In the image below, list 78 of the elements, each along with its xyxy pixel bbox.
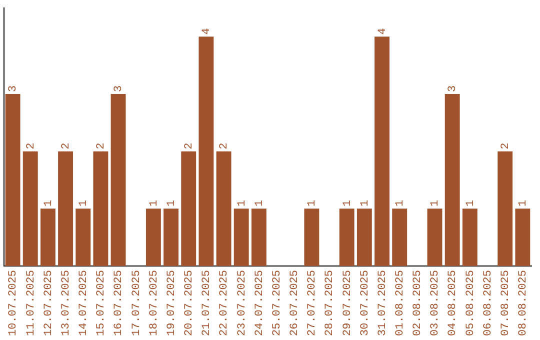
x-tick-label: 03.08.2025 bbox=[430, 270, 442, 336]
bar bbox=[146, 208, 161, 266]
data-label: 2 bbox=[96, 142, 108, 150]
data-label: 3 bbox=[113, 85, 126, 92]
data-label: 1 bbox=[42, 200, 55, 207]
bar bbox=[110, 94, 126, 266]
bar bbox=[198, 36, 214, 266]
bar bbox=[181, 151, 196, 266]
bar bbox=[444, 94, 460, 266]
x-tick-label: 04.08.2025 bbox=[447, 270, 460, 336]
x-tick-label: 20.07.2025 bbox=[184, 270, 196, 336]
x-tick-label: 27.07.2025 bbox=[306, 270, 319, 336]
data-label: 1 bbox=[166, 200, 178, 207]
x-tick-label: 02.08.2025 bbox=[412, 270, 424, 336]
data-label: 1 bbox=[394, 200, 406, 207]
x-tick-label: 13.07.2025 bbox=[60, 270, 72, 336]
bar bbox=[356, 208, 372, 266]
data-label: 2 bbox=[184, 142, 196, 150]
bar bbox=[5, 94, 20, 266]
bar bbox=[93, 151, 108, 266]
data-label: 1 bbox=[78, 200, 90, 207]
data-label: 2 bbox=[500, 142, 512, 150]
x-tick-label: 06.08.2025 bbox=[482, 270, 494, 336]
x-tick-label: 28.07.2025 bbox=[324, 270, 336, 336]
x-tick-label: 11.07.2025 bbox=[25, 270, 38, 336]
data-label: 1 bbox=[518, 200, 530, 207]
data-label: 1 bbox=[342, 200, 354, 207]
data-label: 2 bbox=[60, 142, 72, 150]
bar bbox=[427, 208, 442, 266]
bar bbox=[164, 208, 178, 266]
bar bbox=[498, 151, 513, 266]
x-tick-label: 01.08.2025 bbox=[394, 270, 406, 336]
x-tick-label: 26.07.2025 bbox=[289, 270, 302, 336]
x-tick-label: 22.07.2025 bbox=[218, 270, 231, 336]
x-tick-label: 10.07.2025 bbox=[8, 270, 20, 336]
x-tick-label: 15.07.2025 bbox=[96, 270, 108, 336]
data-label: 1 bbox=[148, 200, 160, 207]
data-label: 2 bbox=[218, 142, 231, 150]
x-tick-label: 16.07.2025 bbox=[113, 270, 126, 336]
x-tick-label: 25.07.2025 bbox=[271, 270, 284, 336]
data-label: 1 bbox=[464, 200, 477, 207]
x-tick-label: 07.08.2025 bbox=[500, 270, 512, 336]
bar bbox=[40, 208, 56, 266]
x-tick-label: 18.07.2025 bbox=[148, 270, 160, 336]
x-tick-label: 08.08.2025 bbox=[518, 270, 530, 336]
x-tick-label: 19.07.2025 bbox=[166, 270, 178, 336]
bar bbox=[515, 208, 530, 266]
data-label: 1 bbox=[254, 200, 266, 207]
data-label: 3 bbox=[8, 85, 20, 92]
x-tick-label: 30.07.2025 bbox=[359, 270, 372, 336]
data-label: 3 bbox=[447, 85, 460, 92]
x-tick-label: 24.07.2025 bbox=[254, 270, 266, 336]
x-tick-label: 17.07.2025 bbox=[130, 270, 143, 336]
data-label: 1 bbox=[236, 200, 248, 207]
bar bbox=[374, 36, 390, 266]
data-label: 4 bbox=[376, 28, 389, 35]
x-tick-label: 05.08.2025 bbox=[464, 270, 477, 336]
bar bbox=[234, 208, 249, 266]
data-label: 2 bbox=[25, 142, 38, 150]
x-tick-label: 21.07.2025 bbox=[201, 270, 214, 336]
x-tick-label: 12.07.2025 bbox=[42, 270, 55, 336]
bar bbox=[339, 208, 354, 266]
bar bbox=[22, 151, 38, 266]
data-label: 1 bbox=[359, 200, 372, 207]
bar bbox=[251, 208, 266, 266]
bar bbox=[392, 208, 408, 266]
x-tick-label: 23.07.2025 bbox=[236, 270, 248, 336]
bar bbox=[58, 151, 74, 266]
bar bbox=[76, 208, 91, 266]
x-tick-label: 31.07.2025 bbox=[376, 270, 389, 336]
bar bbox=[216, 151, 232, 266]
bar bbox=[304, 208, 320, 266]
data-label: 1 bbox=[306, 200, 319, 207]
bar bbox=[462, 208, 478, 266]
x-tick-label: 14.07.2025 bbox=[78, 270, 90, 336]
x-tick-label: 29.07.2025 bbox=[342, 270, 354, 336]
data-label: 1 bbox=[430, 200, 442, 207]
data-label: 4 bbox=[201, 28, 214, 35]
